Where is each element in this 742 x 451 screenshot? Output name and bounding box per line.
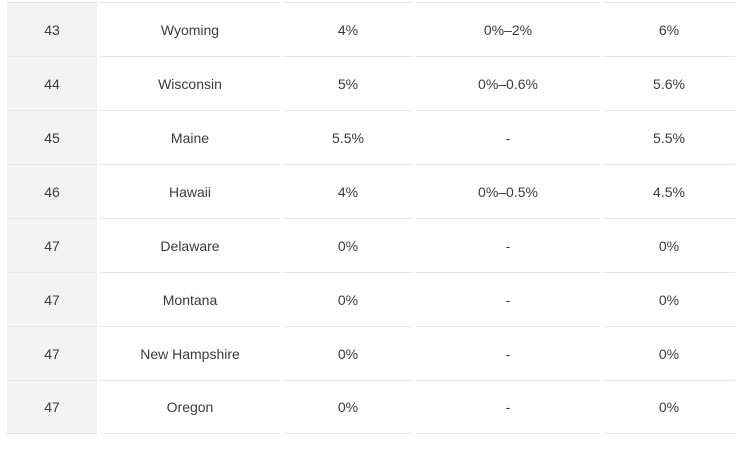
state-rate-cell: 5% (283, 56, 413, 110)
state-rate-cell: 0% (283, 218, 413, 272)
local-rate-cell: - (416, 218, 600, 272)
local-rate-cell: 0%–0.5% (416, 164, 600, 218)
rank-cell: 47 (7, 272, 97, 326)
state-cell: Maine (100, 110, 280, 164)
combined-rate-cell: 0% (603, 272, 735, 326)
state-rate-cell: 0% (283, 326, 413, 380)
state-cell: Hawaii (100, 164, 280, 218)
state-rate-cell: 4% (283, 2, 413, 56)
local-rate-cell: - (416, 110, 600, 164)
combined-rate-cell: 0% (603, 380, 735, 434)
rank-cell: 43 (7, 2, 97, 56)
combined-rate-cell: 6% (603, 2, 735, 56)
state-rate-cell: 0% (283, 380, 413, 434)
rank-cell: 47 (7, 218, 97, 272)
rank-cell: 45 (7, 110, 97, 164)
state-cell: Montana (100, 272, 280, 326)
state-rate-cell: 4% (283, 164, 413, 218)
state-rate-cell: 0% (283, 272, 413, 326)
state-cell: New Hampshire (100, 326, 280, 380)
rank-cell: 44 (7, 56, 97, 110)
tax-rate-table: 43 Wyoming 4% 0%–2% 6% 44 Wisconsin 5% 0… (7, 2, 735, 434)
combined-rate-cell: 4.5% (603, 164, 735, 218)
local-rate-cell: 0%–0.6% (416, 56, 600, 110)
rank-cell: 47 (7, 326, 97, 380)
state-cell: Oregon (100, 380, 280, 434)
state-cell: Wyoming (100, 2, 280, 56)
local-rate-cell: - (416, 380, 600, 434)
state-rate-cell: 5.5% (283, 110, 413, 164)
local-rate-cell: - (416, 272, 600, 326)
combined-rate-cell: 0% (603, 218, 735, 272)
state-cell: Wisconsin (100, 56, 280, 110)
rank-cell: 46 (7, 164, 97, 218)
combined-rate-cell: 0% (603, 326, 735, 380)
combined-rate-cell: 5.5% (603, 110, 735, 164)
local-rate-cell: 0%–2% (416, 2, 600, 56)
rank-cell: 47 (7, 380, 97, 434)
combined-rate-cell: 5.6% (603, 56, 735, 110)
local-rate-cell: - (416, 326, 600, 380)
state-cell: Delaware (100, 218, 280, 272)
